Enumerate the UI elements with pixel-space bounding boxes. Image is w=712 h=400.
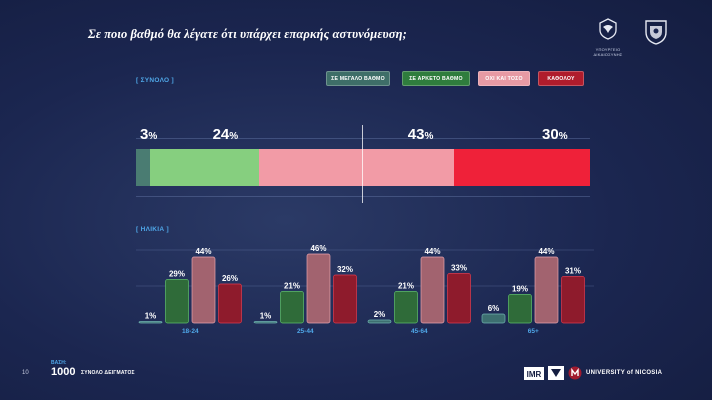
university-name: UNIVERSITY of NICOSIA	[586, 370, 663, 376]
age-value-label: 32%	[337, 265, 353, 274]
total-value-label-enough: 24%	[212, 126, 239, 143]
age-value-label: 29%	[169, 270, 185, 279]
age-value-label: 6%	[488, 304, 500, 313]
legend-label: ΟΧΙ ΚΑΙ ΤΟΣΟ	[485, 75, 523, 82]
age-value-label: 21%	[398, 282, 414, 291]
total-value-label-large: 3%	[140, 126, 158, 143]
age-bar-not-much-18-24	[191, 256, 216, 324]
midpoint-marker	[362, 125, 363, 203]
sample-size-caption: ΣΥΝΟΛΟ ΔΕΙΓΜΑΤΟΣ	[81, 370, 135, 376]
age-value-label: 1%	[260, 312, 272, 321]
imr-logo: IMR	[524, 366, 544, 380]
age-value-label: 1%	[145, 312, 157, 321]
legend-label: ΣΕ ΑΡΚΕΤΟ ΒΑΘΜΟ	[409, 75, 463, 82]
age-category-label: 45-64	[411, 328, 428, 335]
age-bar-not-at-all-25-44	[333, 274, 357, 324]
university-emblem-icon	[568, 366, 582, 380]
age-value-label: 19%	[512, 285, 528, 294]
age-value-label: 2%	[374, 310, 386, 319]
section-tag-age: [ ΗΛΙΚΙΑ ]	[136, 226, 169, 233]
total-bottom-gridline	[136, 196, 590, 197]
age-value-label: 31%	[565, 267, 581, 276]
age-category-label: 65+	[528, 328, 539, 335]
footer-logos: IMR UNIVERSITY of NICOSIA	[524, 366, 662, 380]
age-category-label: 18-24	[182, 328, 199, 335]
age-bar-large-45-64	[367, 319, 392, 324]
legend-item-not-much: ΟΧΙ ΚΑΙ ΤΟΣΟ	[478, 71, 530, 86]
government-logo-caption: ΥΠΟΥΡΓΕΙΟ ΔΙΚΑΙΟΣΥΝΗΣ	[593, 47, 623, 57]
age-bar-not-much-25-44	[306, 253, 331, 324]
total-value-label-not-at-all: 30%	[542, 126, 568, 143]
total-bar-segment-large	[136, 149, 150, 186]
legend-item-large-degree: ΣΕ ΜΕΓΑΛΟ ΒΑΘΜΟ	[326, 71, 390, 86]
age-value-label: 21%	[284, 282, 300, 291]
age-value-label: 44%	[195, 247, 211, 256]
government-logo: ΥΠΟΥΡΓΕΙΟ ΔΙΚΑΙΟΣΥΝΗΣ	[586, 18, 630, 57]
section-tag-total: [ ΣΥΝΟΛΟ ]	[136, 77, 174, 84]
total-top-gridline	[136, 138, 590, 139]
chart-legend: ΣΕ ΜΕΓΑΛΟ ΒΑΘΜΟ ΣΕ ΑΡΚΕΤΟ ΒΑΘΜΟ ΟΧΙ ΚΑΙ …	[0, 71, 712, 87]
age-value-label: 44%	[424, 247, 440, 256]
sample-base-label: ΒΑΣΗ:	[51, 360, 67, 366]
age-bar-enough-45-64	[394, 291, 418, 324]
legend-label: ΣΕ ΜΕΓΑΛΟ ΒΑΘΜΟ	[331, 75, 385, 82]
page-title: Σε ποιο βαθμό θα λέγατε ότι υπάρχει επαρ…	[88, 27, 407, 41]
page-number: 10	[22, 370, 29, 376]
total-bar-segment-not-at-all	[453, 149, 590, 186]
age-bar-not-at-all-45-64	[447, 273, 471, 324]
total-bar-segment-not-much	[258, 149, 454, 186]
total-bar-segment-enough	[149, 149, 259, 186]
sample-size-value: 1000	[51, 366, 76, 378]
age-value-label: 26%	[222, 274, 238, 283]
age-bar-enough-65+	[508, 294, 532, 324]
age-bar-not-at-all-18-24	[218, 283, 242, 324]
age-bar-not-much-45-64	[420, 256, 445, 324]
cyprus-emblem-icon	[599, 18, 617, 40]
age-bar-large-18-24	[138, 321, 163, 324]
police-crest-icon	[645, 20, 667, 45]
police-logo	[638, 18, 674, 51]
age-bar-enough-18-24	[165, 279, 189, 324]
age-category-label: 25-44	[297, 328, 314, 335]
age-bar-not-at-all-65+	[561, 276, 585, 324]
age-bar-enough-25-44	[280, 291, 304, 324]
age-bar-not-much-65+	[534, 256, 559, 324]
age-bar-large-25-44	[253, 321, 278, 324]
imr-logo-text: IMR	[527, 370, 542, 379]
age-value-label: 44%	[538, 247, 554, 256]
age-bar-large-65+	[481, 313, 506, 324]
legend-item-enough-degree: ΣΕ ΑΡΚΕΤΟ ΒΑΘΜΟ	[402, 71, 470, 86]
legend-label: ΚΑΘΟΛΟΥ	[547, 75, 575, 82]
age-value-label: 33%	[451, 264, 467, 273]
badge-logo-icon	[548, 366, 564, 380]
legend-item-not-at-all: ΚΑΘΟΛΟΥ	[538, 71, 584, 86]
age-value-label: 46%	[310, 244, 326, 253]
total-value-label-not-much: 43%	[407, 126, 434, 143]
